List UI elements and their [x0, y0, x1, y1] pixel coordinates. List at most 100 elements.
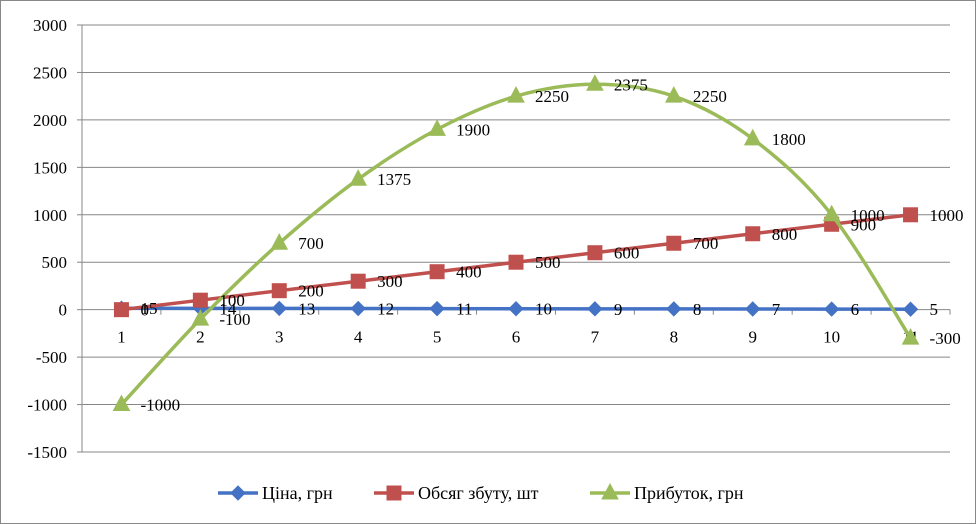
data-label: 2375: [614, 75, 648, 94]
data-label: 700: [693, 234, 719, 253]
data-point: [902, 301, 919, 317]
data-label: 200: [298, 282, 324, 301]
data-label: 400: [456, 263, 482, 282]
data-label: 9: [614, 300, 623, 319]
data-point: [664, 86, 683, 103]
data-point: [112, 394, 131, 412]
data-label: 700: [298, 234, 324, 253]
data-label: 1900: [456, 120, 490, 139]
data-label: 1000: [851, 206, 885, 225]
data-label: 6: [851, 300, 860, 319]
data-label: 300: [377, 272, 403, 291]
data-point: [901, 328, 920, 345]
y-tick-label: -1000: [27, 396, 67, 415]
data-point: [113, 302, 129, 318]
data-point: [428, 119, 446, 136]
legend-item-2: Обсяг збуту, шт: [374, 483, 539, 503]
data-labels: 15 14 13 12 11 10 9 8 7 6 5 0 100 200 300 400 500 600 700 8…: [140, 75, 963, 414]
y-tick-label: 2000: [33, 111, 67, 130]
data-point: [349, 169, 368, 186]
data-label: 15: [140, 299, 157, 318]
data-point: [822, 204, 841, 222]
data-point: [191, 309, 210, 326]
data-point: [823, 301, 840, 317]
data-point: [666, 235, 682, 251]
data-point: [587, 245, 603, 261]
data-point: [429, 300, 445, 317]
data-point: [587, 301, 603, 317]
series-3: [112, 74, 920, 412]
data-point: [508, 301, 524, 317]
gridlines: [82, 24, 950, 453]
data-label: 2250: [693, 87, 727, 106]
data-point: [745, 226, 761, 242]
x-tick-label: 1: [117, 328, 126, 347]
x-tick-label: 7: [591, 328, 600, 347]
data-point: [745, 301, 761, 317]
data-label: 8: [693, 300, 702, 319]
legend-item-3: Прибуток, грн: [590, 482, 744, 503]
data-point: [429, 264, 445, 280]
series-layer: [112, 74, 920, 412]
y-tick-label: 1500: [33, 158, 67, 177]
legend-label: Ціна, грн: [262, 483, 333, 503]
data-label: 2250: [535, 87, 569, 106]
legend-label: Обсяг збуту, шт: [418, 483, 539, 503]
legend-swatch-marker: [230, 485, 246, 501]
data-label: -100: [219, 310, 250, 329]
y-tick-label: 2500: [33, 63, 67, 82]
data-label: 100: [219, 291, 245, 310]
y-tick-label: 3000: [33, 16, 67, 35]
legend-swatch-marker: [386, 485, 402, 501]
x-tick-label: 5: [433, 328, 442, 347]
data-label: 1375: [377, 170, 411, 189]
legend: Ціна, грн Обсяг збуту, шт Прибуток, грн: [218, 482, 744, 503]
data-point: [743, 128, 762, 146]
data-label: 11: [456, 300, 472, 319]
data-label: 0: [140, 301, 149, 320]
x-tick-label: 3: [275, 328, 284, 347]
data-label: 5: [930, 300, 939, 319]
y-tick-label: -1500: [27, 443, 67, 462]
data-point: [507, 86, 525, 103]
x-tick-label: 2: [196, 328, 205, 347]
data-label: 12: [377, 300, 394, 319]
data-label: 13: [298, 299, 315, 318]
legend-swatch-marker: [601, 482, 619, 500]
data-label: -1000: [140, 396, 180, 415]
data-point: [350, 273, 366, 289]
x-tick-label: 4: [354, 328, 363, 347]
x-axis: 1234567891011: [81, 309, 951, 347]
data-point: [666, 301, 682, 317]
data-point: [903, 207, 919, 223]
data-label: -300: [930, 329, 961, 348]
x-tick-label: 10: [823, 328, 840, 347]
data-point: [586, 74, 604, 91]
y-tick-label: 500: [42, 253, 68, 272]
data-label: 14: [219, 299, 237, 318]
x-tick-label: 9: [748, 328, 757, 347]
data-label: 800: [772, 225, 798, 244]
y-tick-label: 1000: [33, 206, 67, 225]
x-tick-label: 6: [512, 328, 521, 347]
data-label: 600: [614, 244, 640, 263]
data-point: [192, 292, 208, 308]
x-tick-label: 8: [670, 328, 679, 347]
data-point: [271, 300, 287, 317]
legend-item-1: Ціна, грн: [218, 483, 333, 503]
y-axis: -1500 -1000 -500 0 500 1000 1500 2000 2500 3000: [27, 16, 83, 462]
data-label: 1800: [772, 130, 806, 149]
data-label: 500: [535, 253, 561, 272]
data-label: 1000: [930, 206, 964, 225]
data-label: 10: [535, 300, 552, 319]
data-label: 7: [772, 300, 781, 319]
data-point: [270, 233, 289, 250]
data-point: [508, 254, 524, 270]
data-label: 900: [851, 215, 877, 234]
y-tick-label: -500: [36, 348, 67, 367]
legend-label: Прибуток, грн: [634, 483, 744, 503]
data-point: [271, 283, 287, 299]
data-point: [350, 300, 366, 317]
y-tick-label: 0: [59, 301, 68, 320]
